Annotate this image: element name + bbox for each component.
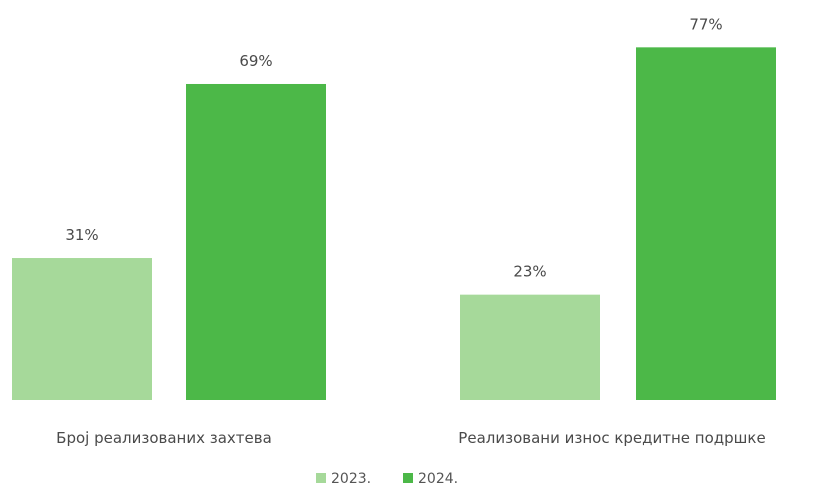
- category-axis: Број реализованих захтева Реализовани изн…: [56, 429, 766, 447]
- bar-1-series-1: [12, 258, 152, 400]
- legend-label-2: 2024.: [418, 471, 458, 487]
- bar-1-series-2: [186, 83, 326, 400]
- data-label-1-series-1: 31%: [65, 226, 98, 244]
- legend-label-1: 2023.: [331, 471, 371, 487]
- labels-layer: 31% 23% 69% 77%: [65, 15, 722, 280]
- legend: 2023. 2024.: [316, 471, 458, 487]
- data-label-2-series-2: 77%: [689, 15, 722, 33]
- data-label-1-series-2: 69%: [239, 52, 272, 70]
- legend-swatch-2: [403, 473, 413, 483]
- legend-swatch-1: [316, 473, 326, 483]
- bar-2-series-2: [636, 47, 776, 401]
- category-label-2: Реализовани износ кредитне подршке: [458, 429, 765, 447]
- bars-layer: [12, 47, 776, 401]
- data-label-2-series-1: 23%: [513, 263, 546, 281]
- category-label-1: Број реализованих захтева: [56, 429, 272, 447]
- bar-2-series-1: [460, 294, 600, 400]
